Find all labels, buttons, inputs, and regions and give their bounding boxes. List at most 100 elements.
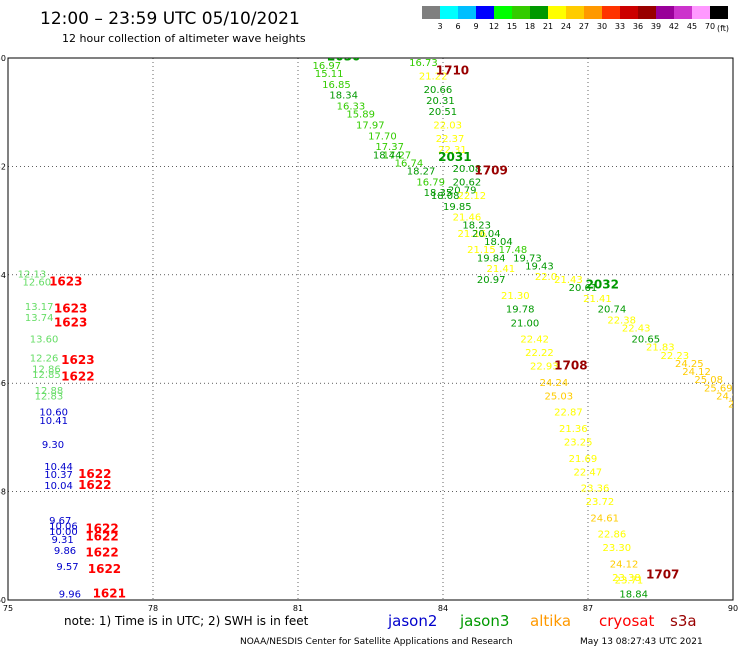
wave-height-value: 12.88	[35, 386, 64, 397]
wave-height-value: 18.34	[329, 91, 358, 102]
pass-time-label: 2032	[586, 277, 619, 291]
pass-time-label: 1621	[93, 586, 126, 600]
wave-height-value: 19.73	[513, 253, 542, 264]
satellite-legend: jason2 jason3 altika cryosat s3a	[387, 612, 697, 630]
colorbar-tick: 3	[437, 22, 442, 31]
pass-time-label: 1623	[61, 353, 94, 367]
wave-height-value: 22.31	[438, 145, 467, 156]
legend-note: note: 1) Time is in UTC; 2) SWH is in fe…	[64, 614, 309, 628]
pass-time-label: 1710	[436, 63, 469, 77]
wave-height-value: 22.86	[598, 530, 627, 541]
wave-height-value: 18.35	[424, 188, 453, 199]
wave-height-value: 15.11	[315, 69, 344, 80]
colorbar-tick: 15	[507, 22, 517, 31]
chart-subtitle: 12 hour collection of altimeter wave hei…	[62, 32, 306, 45]
wave-height-value: 10.41	[39, 416, 68, 427]
pass-time-label: 1623	[54, 302, 87, 316]
y-tick-label: -52	[0, 162, 6, 171]
wave-height-value: 10.06	[49, 522, 78, 533]
y-axis-ticks: -50 -52 -54 -56 -58 -60	[0, 54, 6, 605]
wave-height-value: 21.41	[583, 294, 612, 305]
colorbar-swatch	[638, 6, 656, 19]
wave-height-value: 22.03	[433, 120, 462, 131]
wave-height-value: 20.74	[598, 305, 627, 316]
wave-height-value: 20.66	[424, 85, 453, 96]
wave-height-value: 17.70	[368, 131, 397, 142]
colorbar-swatch	[584, 6, 602, 19]
colorbar-swatch	[422, 6, 440, 19]
wave-height-value: 21.69	[569, 454, 598, 465]
wave-height-value: 24.24	[540, 378, 569, 389]
wave-height-value: 22.38	[607, 316, 636, 327]
legend-jason2: jason2	[387, 612, 437, 630]
y-tick-label: -56	[0, 379, 6, 388]
wave-height-value: 10.00	[49, 527, 78, 538]
x-tick-label: 84	[438, 604, 448, 613]
x-tick-label: 81	[293, 604, 303, 613]
wave-height-value: 24.12	[610, 559, 639, 570]
wave-height-value: 12.83	[35, 391, 64, 402]
wave-height-value: 19.78	[506, 305, 535, 316]
wave-height-value: 9.86	[54, 546, 76, 557]
colorbar-swatch	[476, 6, 494, 19]
colorbar-tick: 27	[579, 22, 589, 31]
colorbar-swatch	[620, 6, 638, 19]
wave-height-value: 18.04	[484, 237, 513, 248]
wave-height-value: 22.12	[458, 191, 487, 202]
wave-height-value: 10.44	[44, 462, 73, 473]
colorbar-swatch	[692, 6, 710, 19]
chart-title: 12:00 – 23:59 UTC 05/10/2021	[40, 9, 300, 29]
wave-height-value: 24.12	[682, 367, 711, 378]
wave-height-value: 20.97	[477, 275, 506, 286]
wave-height-value: 21.15	[467, 245, 496, 256]
wave-height-value: 22.37	[436, 134, 465, 145]
pass-time-label: 1622	[85, 546, 118, 560]
wave-height-value: 19.43	[525, 261, 554, 272]
colorbar-swatch	[440, 6, 458, 19]
colorbar-swatch	[710, 6, 728, 19]
wave-height-value: 17.48	[499, 245, 528, 256]
colorbar-tick: 39	[651, 22, 661, 31]
wave-height-value: 18.44	[373, 150, 402, 161]
wave-height-value: 25.69	[704, 383, 733, 394]
wave-height-value: 22.22	[525, 348, 554, 359]
x-axis-ticks: 75 78 81 84 87 90	[3, 604, 738, 613]
colorbar-tick: 9	[473, 22, 478, 31]
y-tick-label: -50	[0, 54, 6, 63]
colorbar-swatch	[512, 6, 530, 19]
wave-height-value: 21.46	[453, 213, 482, 224]
x-tick-label: 78	[148, 604, 158, 613]
pass-time-label: 1708	[554, 359, 587, 373]
wave-height-value: 21.30	[501, 291, 530, 302]
wave-height-value: 18.27	[407, 167, 436, 178]
pass-time-label: 1622	[61, 369, 94, 383]
wave-height-value: 18.08	[431, 191, 460, 202]
wave-height-value: 23.25	[564, 438, 593, 449]
wave-height-value: 9.67	[49, 516, 71, 527]
colorbar-tick: 42	[669, 22, 679, 31]
legend-altika: altika	[530, 612, 571, 630]
wave-height-value: 13.60	[30, 335, 59, 346]
colorbar-tick: 33	[615, 22, 625, 31]
wave-height-value: 20.61	[569, 283, 598, 294]
wave-height-value: 22.42	[520, 335, 549, 346]
wave-height-value: 22.23	[661, 351, 690, 362]
colorbar-swatch	[494, 6, 512, 19]
wave-height-value: 17.27	[383, 150, 412, 161]
pass-time-label: 1622	[78, 467, 111, 481]
wave-height-value: 25.08	[694, 375, 723, 386]
wave-height-value: 17.01	[308, 50, 337, 61]
colorbar-tick: 12	[489, 22, 499, 31]
wave-height-value: 10.04	[44, 481, 73, 492]
wave-height-value: 18.84	[619, 589, 648, 600]
wave-height-value: 20.79	[448, 186, 477, 197]
colorbar-swatch	[458, 6, 476, 19]
wave-height-value: 21.22	[419, 72, 448, 83]
colorbar-tick: 70	[705, 22, 715, 31]
wave-height-value: 22.47	[574, 467, 603, 478]
wave-height-value: 25.03	[545, 391, 574, 402]
wave-height-value: 16.33	[337, 101, 366, 112]
wave-height-value: 24.25	[675, 359, 704, 370]
pass-time-label: 1621	[97, 640, 130, 650]
